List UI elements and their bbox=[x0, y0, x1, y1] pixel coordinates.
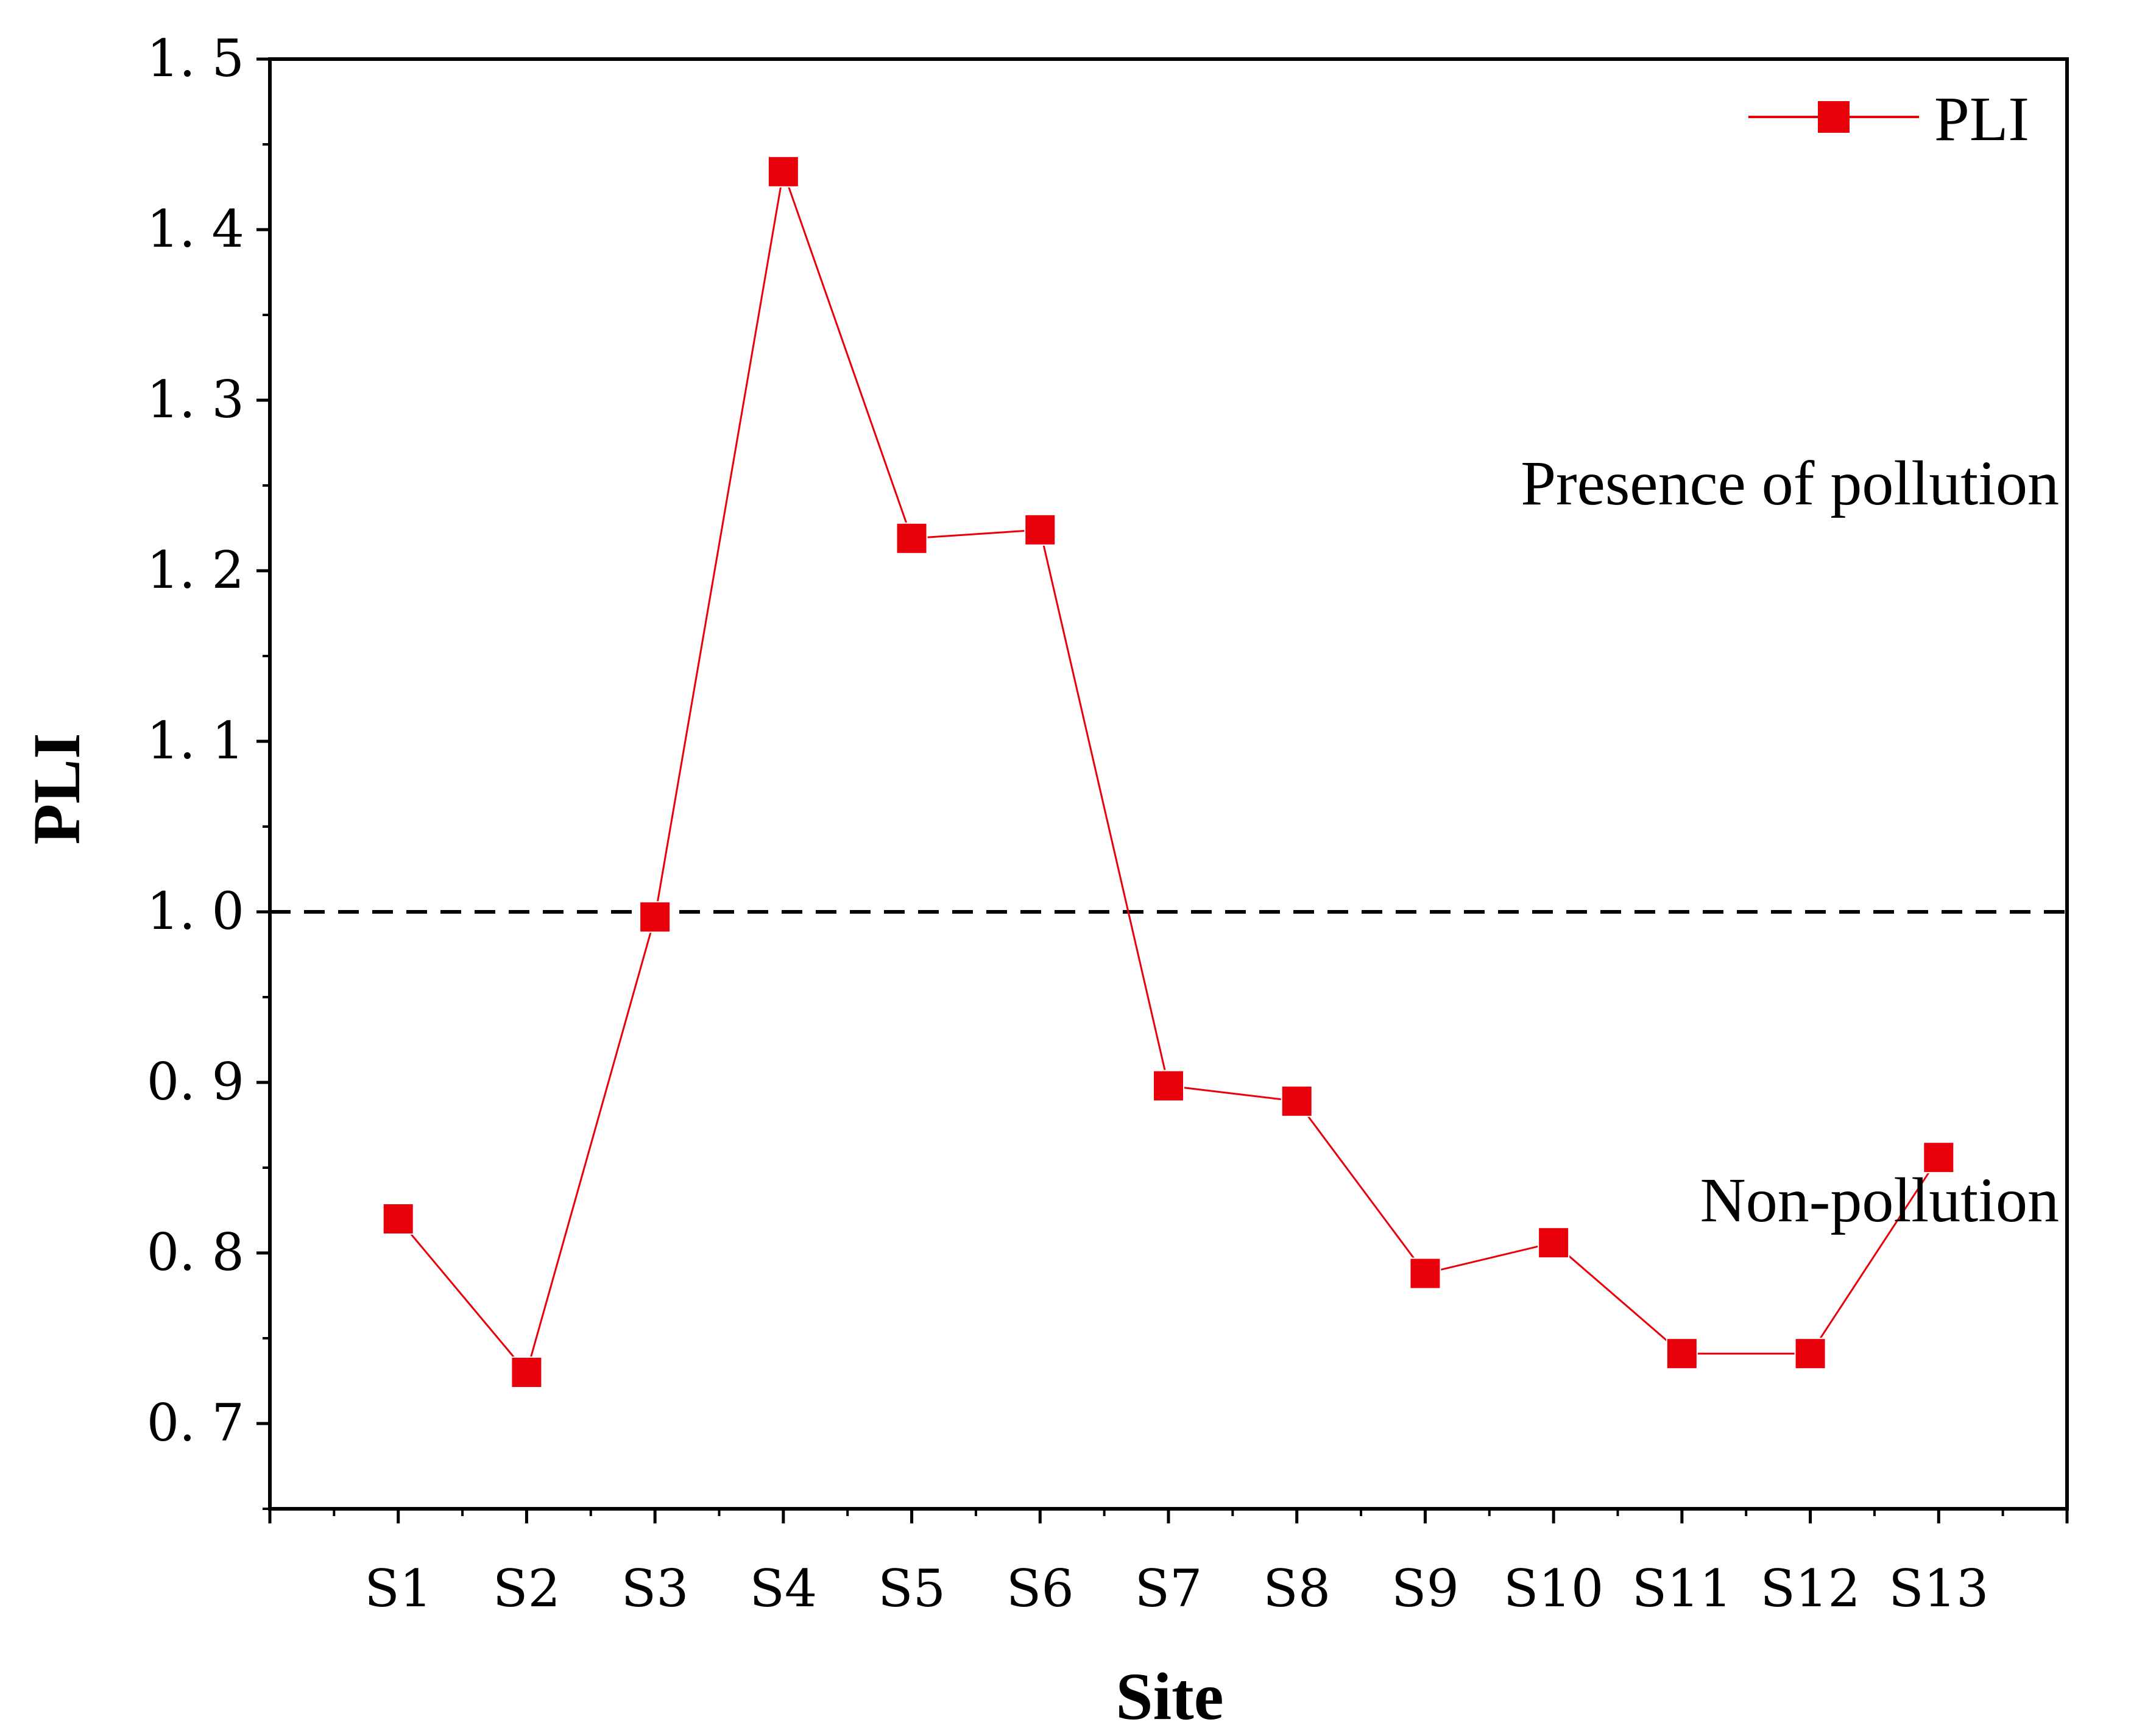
y-tick-label: 1. 1 bbox=[147, 711, 244, 771]
data-point bbox=[896, 522, 928, 554]
legend: PLI bbox=[1748, 84, 2029, 154]
data-point bbox=[1281, 1085, 1313, 1117]
y-tick-label: 1. 2 bbox=[147, 540, 244, 600]
x-tick-label: S9 bbox=[1391, 1559, 1459, 1618]
data-point bbox=[1024, 513, 1056, 546]
x-tick-label: S13 bbox=[1889, 1559, 1988, 1618]
y-tick-label: 1. 3 bbox=[147, 370, 244, 429]
x-axis-title: Site bbox=[1115, 1659, 1223, 1734]
legend-marker bbox=[1818, 101, 1850, 133]
data-point bbox=[1538, 1227, 1570, 1259]
x-axis-ticks: S1 S2 S3 S4 S5 S6 S7 S8 S9 S10 S11 S12 S13 bbox=[268, 1509, 2069, 1618]
y-tick-label: 1. 4 bbox=[147, 199, 244, 259]
x-tick-label: S4 bbox=[749, 1559, 817, 1618]
x-tick-label: S5 bbox=[878, 1559, 945, 1618]
x-tick-label: S3 bbox=[621, 1559, 689, 1618]
data-point bbox=[767, 155, 799, 188]
data-point bbox=[639, 901, 671, 933]
x-tick-label: S1 bbox=[364, 1559, 432, 1618]
data-point bbox=[382, 1203, 414, 1235]
x-tick-label: S12 bbox=[1760, 1559, 1860, 1618]
legend-label: PLI bbox=[1934, 84, 2029, 154]
annotation-non-pollution: Non-pollution bbox=[1700, 1165, 2059, 1235]
data-point bbox=[511, 1357, 543, 1388]
x-tick-label: S10 bbox=[1504, 1559, 1603, 1618]
y-axis-title: PLI bbox=[19, 733, 94, 844]
y-tick-label: 1. 0 bbox=[147, 881, 244, 941]
x-tick-label: S11 bbox=[1632, 1559, 1732, 1618]
y-tick-label: 0. 8 bbox=[147, 1223, 244, 1282]
series-group bbox=[382, 155, 1955, 1388]
x-tick-label: S6 bbox=[1006, 1559, 1074, 1618]
data-point bbox=[1794, 1338, 1826, 1370]
data-point bbox=[1153, 1070, 1184, 1102]
x-tick-label: S2 bbox=[493, 1559, 560, 1618]
annotation-presence-of-pollution: Presence of pollution bbox=[1521, 448, 2059, 518]
y-tick-label: 0. 7 bbox=[147, 1393, 244, 1453]
data-point bbox=[1409, 1257, 1441, 1290]
y-tick-label: 0. 9 bbox=[147, 1052, 244, 1112]
data-point bbox=[1923, 1141, 1955, 1174]
x-tick-label: S8 bbox=[1263, 1559, 1331, 1618]
data-point bbox=[1666, 1338, 1698, 1370]
y-axis-ticks: 0. 7 0. 8 0. 9 1. 0 1. 1 1. 2 1. 3 1. 4 1. 5 bbox=[147, 29, 270, 1510]
y-tick-label: 1. 5 bbox=[147, 29, 244, 88]
x-tick-label: S7 bbox=[1135, 1559, 1203, 1618]
